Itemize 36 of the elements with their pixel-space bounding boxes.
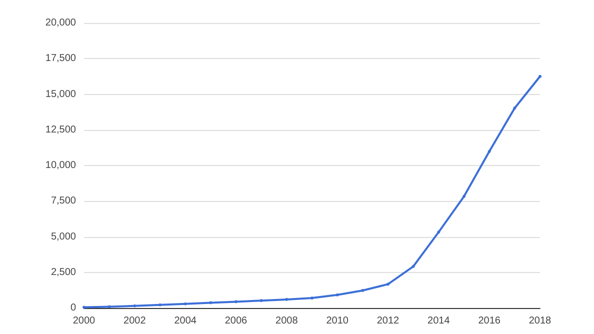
x-tick-label: 2018 <box>528 316 552 326</box>
y-tick-label: 2,500 <box>50 266 76 278</box>
y-tick-label: 7,500 <box>50 196 76 207</box>
y-tick-label: 5,000 <box>50 231 76 242</box>
line-series <box>82 74 542 309</box>
point <box>108 305 111 308</box>
point <box>437 230 440 234</box>
x-tick-label: 2004 <box>174 316 197 326</box>
y-tick-label: 17,500 <box>45 53 76 64</box>
x-tick-label: 2008 <box>276 316 298 326</box>
point <box>82 306 86 309</box>
y-tick-label: 20,000 <box>45 18 76 28</box>
point <box>336 293 339 296</box>
point <box>285 298 288 301</box>
point <box>260 299 263 302</box>
point <box>386 282 390 286</box>
x-tick-label: 2006 <box>224 316 248 326</box>
point <box>133 304 136 308</box>
x-tick-label: 2012 <box>376 316 400 326</box>
y-tick-label: 12,500 <box>45 124 76 136</box>
x-tick-label: 2016 <box>478 316 501 326</box>
x-tick-label: 2002 <box>124 316 146 326</box>
y-tick-label: 0 <box>70 302 76 314</box>
point <box>462 194 466 198</box>
point <box>234 300 238 304</box>
y-tick-label: 15,000 <box>45 88 76 100</box>
x-tick-label: 2010 <box>326 316 349 326</box>
point <box>209 301 212 304</box>
point <box>488 150 491 153</box>
point <box>184 302 187 306</box>
point <box>513 106 516 110</box>
y-tick-label: 10,000 <box>45 160 76 171</box>
x-tick-label: 2000 <box>72 316 96 326</box>
x-tick-label: 2014 <box>428 316 450 326</box>
point <box>412 264 415 268</box>
point <box>538 74 542 78</box>
